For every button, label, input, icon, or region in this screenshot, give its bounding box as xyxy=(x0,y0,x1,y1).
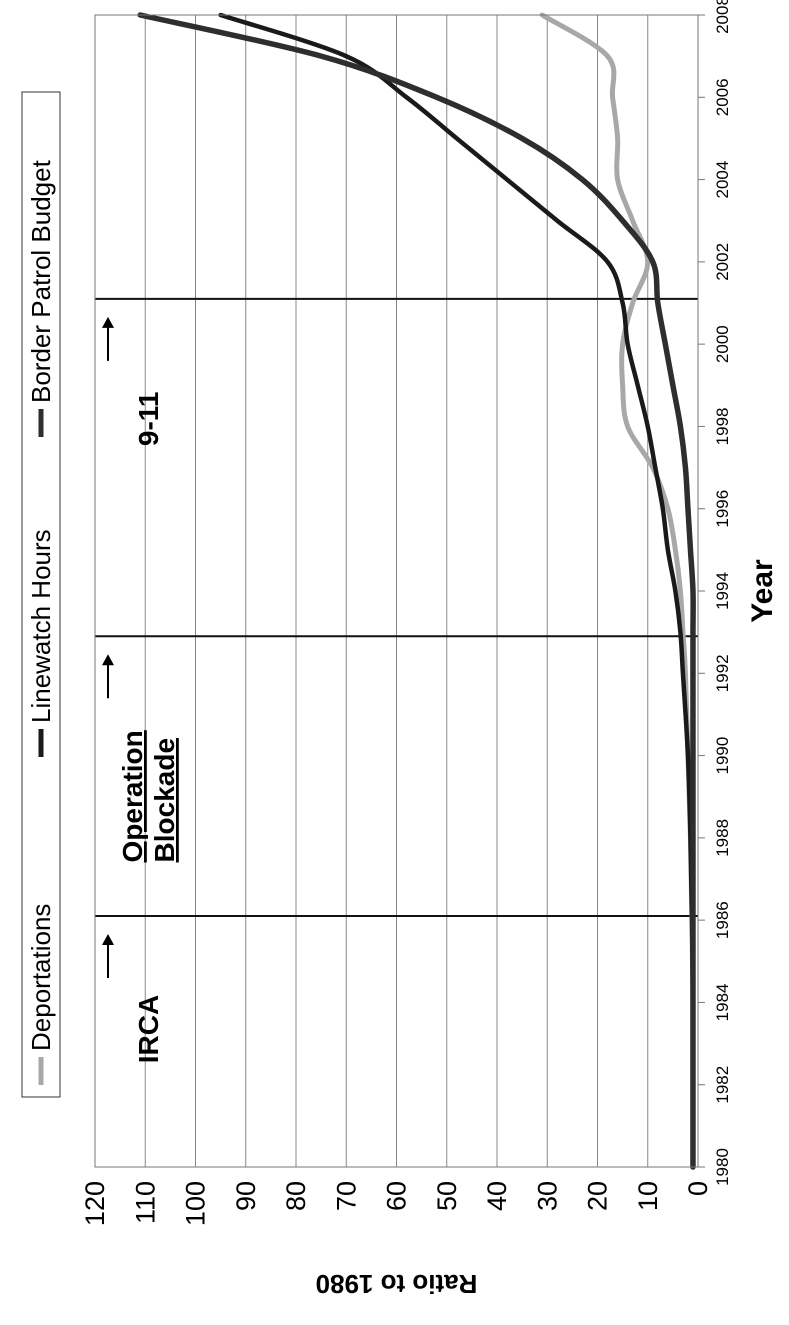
x-tick-label: 2002 xyxy=(713,243,732,281)
legend-label: Linewatch Hours xyxy=(26,529,56,723)
legend: Deportations Linewatch Hours Border Patrol… xyxy=(21,91,61,1098)
series-line-border-patrol-budget xyxy=(137,12,696,1170)
tick-labels: 0 10 20 30 40 50 60 70 80 90 100 110 120 1980 1982 1984… xyxy=(80,0,732,1226)
y-tick-label: 110 xyxy=(130,1181,160,1224)
y-tick-label: 100 xyxy=(181,1181,211,1226)
plot-area: IRCA Operation Blockade 9-11 0 10 20 30 40 50 60 7… xyxy=(21,0,779,1299)
x-tick-label: 1984 xyxy=(713,984,732,1022)
plot-frame xyxy=(94,14,699,1168)
legend-label: Border Patrol Budget xyxy=(26,159,56,403)
x-tick-label: 1998 xyxy=(713,408,732,446)
annotation-arrowhead xyxy=(102,316,114,328)
annotations: IRCA Operation Blockade 9-11 xyxy=(102,316,180,1063)
x-tick-label: 2000 xyxy=(713,325,732,363)
annotation-label: IRCA xyxy=(133,995,164,1063)
x-tick-label: 1992 xyxy=(713,654,732,692)
y-axis-label: Ratio to 1980 xyxy=(316,1269,478,1299)
y-tick-label: 60 xyxy=(382,1181,412,1211)
y-tick-label: 120 xyxy=(80,1181,110,1226)
y-tick-label: 70 xyxy=(331,1181,361,1211)
x-tick-label: 2004 xyxy=(713,161,732,199)
x-tick-label: 1996 xyxy=(713,490,732,528)
x-tick-label: 1986 xyxy=(713,901,732,939)
x-tick-label: 1980 xyxy=(713,1148,732,1186)
x-tick-label: 1994 xyxy=(713,572,732,610)
annotation-label: 9-11 xyxy=(133,392,164,447)
y-tick-label: 40 xyxy=(482,1181,512,1211)
annotation-label: Blockade xyxy=(149,738,180,863)
x-tick-label: 1982 xyxy=(713,1066,732,1104)
x-tick-label: 1988 xyxy=(713,819,732,857)
y-tick-label: 50 xyxy=(432,1181,462,1211)
x-tick-label: 2008 xyxy=(713,0,732,34)
legend-label: Deportations xyxy=(26,904,56,1051)
annotation-arrowhead xyxy=(102,934,114,946)
y-tick-label: 20 xyxy=(583,1181,613,1211)
series-group xyxy=(137,12,696,1170)
x-tick-label: 2006 xyxy=(713,78,732,116)
legend-box xyxy=(21,91,61,1098)
annotation-label: Operation xyxy=(117,730,148,862)
event-lines xyxy=(95,297,698,918)
y-tick-label: 30 xyxy=(532,1181,562,1211)
x-axis-label: Year xyxy=(746,559,779,623)
y-tick-label: 90 xyxy=(231,1181,261,1211)
y-tick-label: 80 xyxy=(281,1181,311,1211)
y-tick-label: 10 xyxy=(633,1181,663,1211)
y-tick-label: 0 xyxy=(683,1181,713,1196)
annotation-arrowhead xyxy=(102,654,114,666)
x-tick-label: 1990 xyxy=(713,737,732,775)
